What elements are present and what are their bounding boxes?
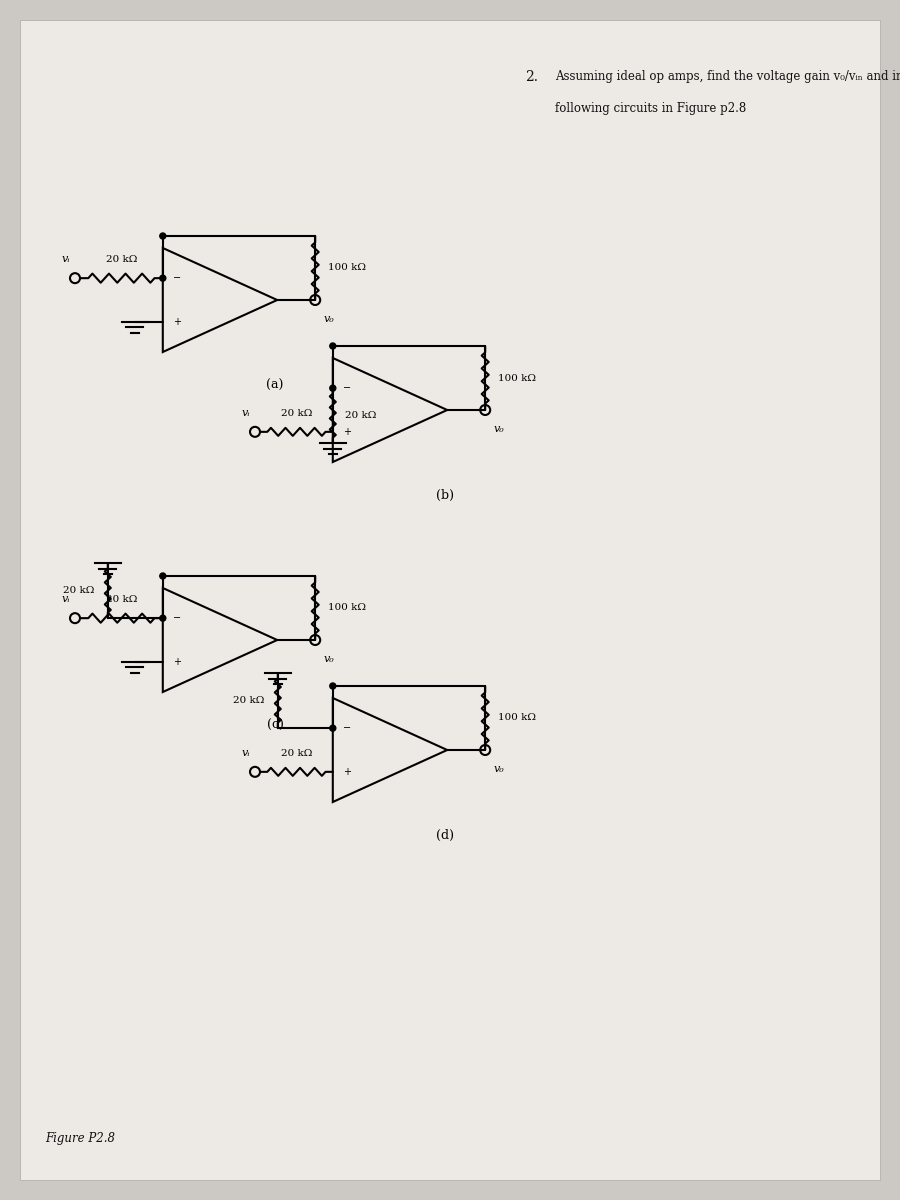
Text: −: − bbox=[343, 383, 351, 394]
Circle shape bbox=[329, 343, 336, 349]
Text: vᵢ: vᵢ bbox=[241, 408, 250, 418]
Text: −: − bbox=[173, 274, 181, 283]
Circle shape bbox=[329, 385, 336, 391]
Circle shape bbox=[329, 725, 336, 731]
Text: 20 kΩ: 20 kΩ bbox=[233, 696, 265, 706]
Text: 100 kΩ: 100 kΩ bbox=[328, 604, 366, 612]
Text: Assuming ideal op amps, find the voltage gain v₀/vᵢₙ and input resistance Rin in: Assuming ideal op amps, find the voltage… bbox=[555, 70, 900, 83]
Circle shape bbox=[329, 683, 336, 689]
Text: v₀: v₀ bbox=[323, 654, 334, 664]
Text: 20 kΩ: 20 kΩ bbox=[105, 256, 137, 264]
Text: (d): (d) bbox=[436, 829, 454, 842]
Text: vᵢ: vᵢ bbox=[61, 254, 70, 264]
Text: (a): (a) bbox=[266, 379, 284, 392]
Text: (c): (c) bbox=[266, 719, 284, 732]
Text: v₀: v₀ bbox=[493, 424, 504, 434]
Text: 100 kΩ: 100 kΩ bbox=[499, 373, 536, 383]
Text: v₀: v₀ bbox=[493, 764, 504, 774]
Text: v₀: v₀ bbox=[323, 314, 334, 324]
Text: −: − bbox=[343, 724, 351, 733]
Text: 20 kΩ: 20 kΩ bbox=[345, 412, 376, 420]
Text: +: + bbox=[173, 656, 181, 667]
Text: 20 kΩ: 20 kΩ bbox=[281, 749, 312, 758]
Text: following circuits in Figure p2.8: following circuits in Figure p2.8 bbox=[555, 102, 746, 115]
Text: vᵢ: vᵢ bbox=[61, 594, 70, 604]
Text: +: + bbox=[173, 317, 181, 326]
Text: Figure P2.8: Figure P2.8 bbox=[45, 1132, 115, 1145]
Text: 100 kΩ: 100 kΩ bbox=[328, 264, 366, 272]
Text: 20 kΩ: 20 kΩ bbox=[63, 586, 94, 595]
Text: 100 kΩ: 100 kΩ bbox=[499, 714, 536, 722]
Text: −: − bbox=[173, 613, 181, 623]
Text: 2.: 2. bbox=[525, 70, 538, 84]
Circle shape bbox=[160, 574, 166, 580]
Circle shape bbox=[160, 233, 166, 239]
Text: (b): (b) bbox=[436, 490, 454, 502]
Text: 20 kΩ: 20 kΩ bbox=[105, 595, 137, 604]
FancyBboxPatch shape bbox=[20, 20, 880, 1180]
Circle shape bbox=[160, 275, 166, 281]
Circle shape bbox=[160, 616, 166, 622]
Text: +: + bbox=[343, 767, 351, 776]
Text: 20 kΩ: 20 kΩ bbox=[281, 409, 312, 418]
Text: +: + bbox=[343, 427, 351, 437]
Text: vᵢ: vᵢ bbox=[241, 748, 250, 758]
